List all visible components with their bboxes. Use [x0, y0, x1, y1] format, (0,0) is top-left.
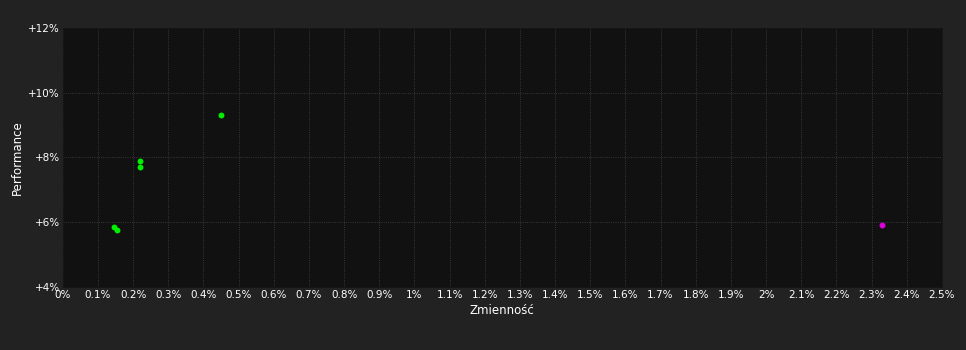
Point: [874, 223, 890, 228]
Point: [109, 228, 125, 233]
X-axis label: Zmienność: Zmienność: [469, 304, 535, 317]
Point: [106, 224, 122, 230]
Y-axis label: Performance: Performance: [11, 120, 24, 195]
Point: [132, 164, 148, 170]
Point: [132, 158, 148, 163]
Point: [213, 113, 229, 118]
